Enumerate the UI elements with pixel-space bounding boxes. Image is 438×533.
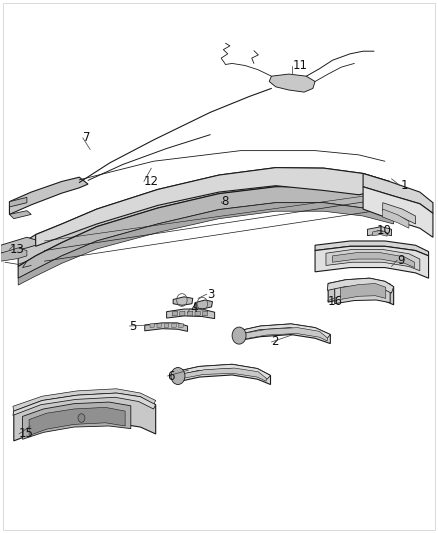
Text: 3: 3 (207, 288, 214, 301)
Polygon shape (383, 203, 416, 224)
Polygon shape (10, 211, 31, 219)
Polygon shape (13, 393, 155, 415)
Polygon shape (327, 278, 394, 293)
Polygon shape (315, 241, 428, 256)
Polygon shape (13, 389, 155, 411)
Polygon shape (18, 203, 394, 285)
Polygon shape (363, 187, 433, 237)
Polygon shape (35, 167, 394, 246)
Circle shape (232, 327, 246, 344)
Text: 15: 15 (19, 427, 34, 440)
Polygon shape (340, 284, 386, 300)
Polygon shape (14, 393, 155, 441)
Polygon shape (1, 237, 35, 253)
Polygon shape (10, 177, 88, 214)
Polygon shape (243, 328, 327, 341)
Text: 7: 7 (83, 131, 90, 144)
Polygon shape (236, 324, 330, 338)
Polygon shape (383, 209, 409, 228)
Polygon shape (315, 246, 428, 278)
Polygon shape (29, 407, 125, 435)
Polygon shape (367, 227, 392, 236)
Polygon shape (22, 402, 131, 439)
Polygon shape (18, 167, 394, 266)
Polygon shape (180, 311, 185, 316)
Polygon shape (10, 197, 27, 207)
Polygon shape (145, 323, 187, 332)
Text: 4: 4 (190, 302, 198, 315)
Polygon shape (172, 324, 176, 328)
Polygon shape (194, 300, 212, 309)
Text: 9: 9 (397, 254, 405, 266)
Text: 11: 11 (292, 59, 307, 72)
Polygon shape (332, 253, 415, 268)
Polygon shape (195, 311, 200, 316)
Polygon shape (326, 249, 420, 271)
Polygon shape (363, 173, 433, 213)
Polygon shape (157, 324, 161, 328)
Polygon shape (269, 74, 315, 92)
Circle shape (78, 414, 85, 422)
Text: 2: 2 (272, 335, 279, 349)
Text: 16: 16 (327, 295, 342, 308)
Polygon shape (202, 311, 208, 316)
Text: 1: 1 (400, 179, 408, 192)
Text: 13: 13 (10, 243, 24, 256)
Polygon shape (166, 309, 215, 319)
Polygon shape (373, 230, 387, 236)
Text: 12: 12 (144, 175, 159, 188)
Text: 5: 5 (130, 320, 137, 333)
Polygon shape (335, 280, 390, 304)
Polygon shape (187, 311, 193, 316)
Polygon shape (174, 365, 271, 379)
Polygon shape (175, 365, 271, 384)
Polygon shape (18, 187, 394, 278)
Polygon shape (237, 324, 330, 344)
Text: 10: 10 (377, 224, 392, 237)
Polygon shape (164, 324, 169, 328)
Polygon shape (173, 297, 193, 305)
Text: 6: 6 (167, 369, 175, 383)
Polygon shape (172, 311, 177, 316)
Text: 8: 8 (221, 195, 229, 208)
Polygon shape (181, 368, 266, 381)
Circle shape (171, 368, 185, 384)
Polygon shape (328, 278, 394, 305)
Polygon shape (179, 324, 183, 328)
Polygon shape (1, 248, 27, 261)
Polygon shape (150, 324, 154, 328)
